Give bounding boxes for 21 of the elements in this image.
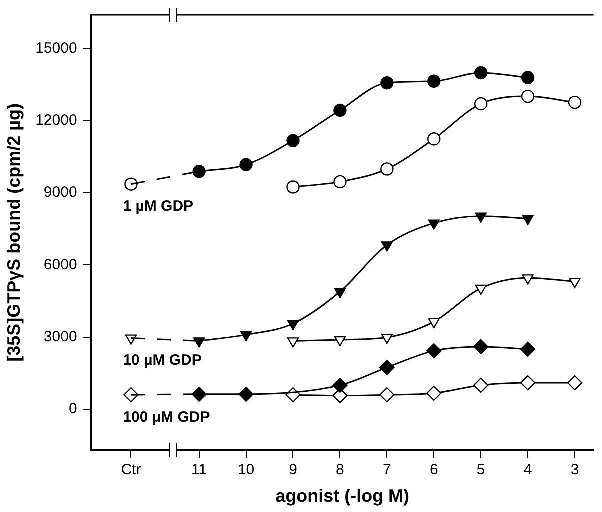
y-tick-label: 9000 — [44, 184, 78, 202]
y-tick-label: 0 — [68, 400, 78, 418]
x-tick-label: 7 — [382, 462, 392, 479]
y-tick-label: 6000 — [44, 256, 78, 274]
annotation: 10 µM GDP — [123, 352, 202, 370]
x-tick-label: 8 — [336, 462, 344, 479]
x-tick-label: Ctr — [121, 462, 142, 479]
y-tick-label: 3000 — [44, 328, 78, 346]
x-tick-label: 5 — [476, 462, 486, 479]
x-axis-title: agonist (-log M) — [276, 486, 410, 506]
x-tick-label: 6 — [430, 462, 438, 479]
x-tick-label: 3 — [570, 462, 580, 479]
x-tick-label: 11 — [192, 462, 208, 479]
y-tick-label: 12000 — [36, 112, 78, 129]
x-tick-label: 4 — [524, 462, 532, 479]
x-tick-label: 9 — [289, 462, 298, 479]
annotation: 1 µM GDP — [123, 198, 194, 216]
y-tick-label: 15000 — [36, 40, 78, 57]
y-axis-title: [35S]GTPγS bound (cpm/2 µg) — [4, 104, 24, 362]
x-tick-label: 10 — [238, 462, 255, 479]
annotation: 100 µM GDP — [123, 409, 210, 426]
